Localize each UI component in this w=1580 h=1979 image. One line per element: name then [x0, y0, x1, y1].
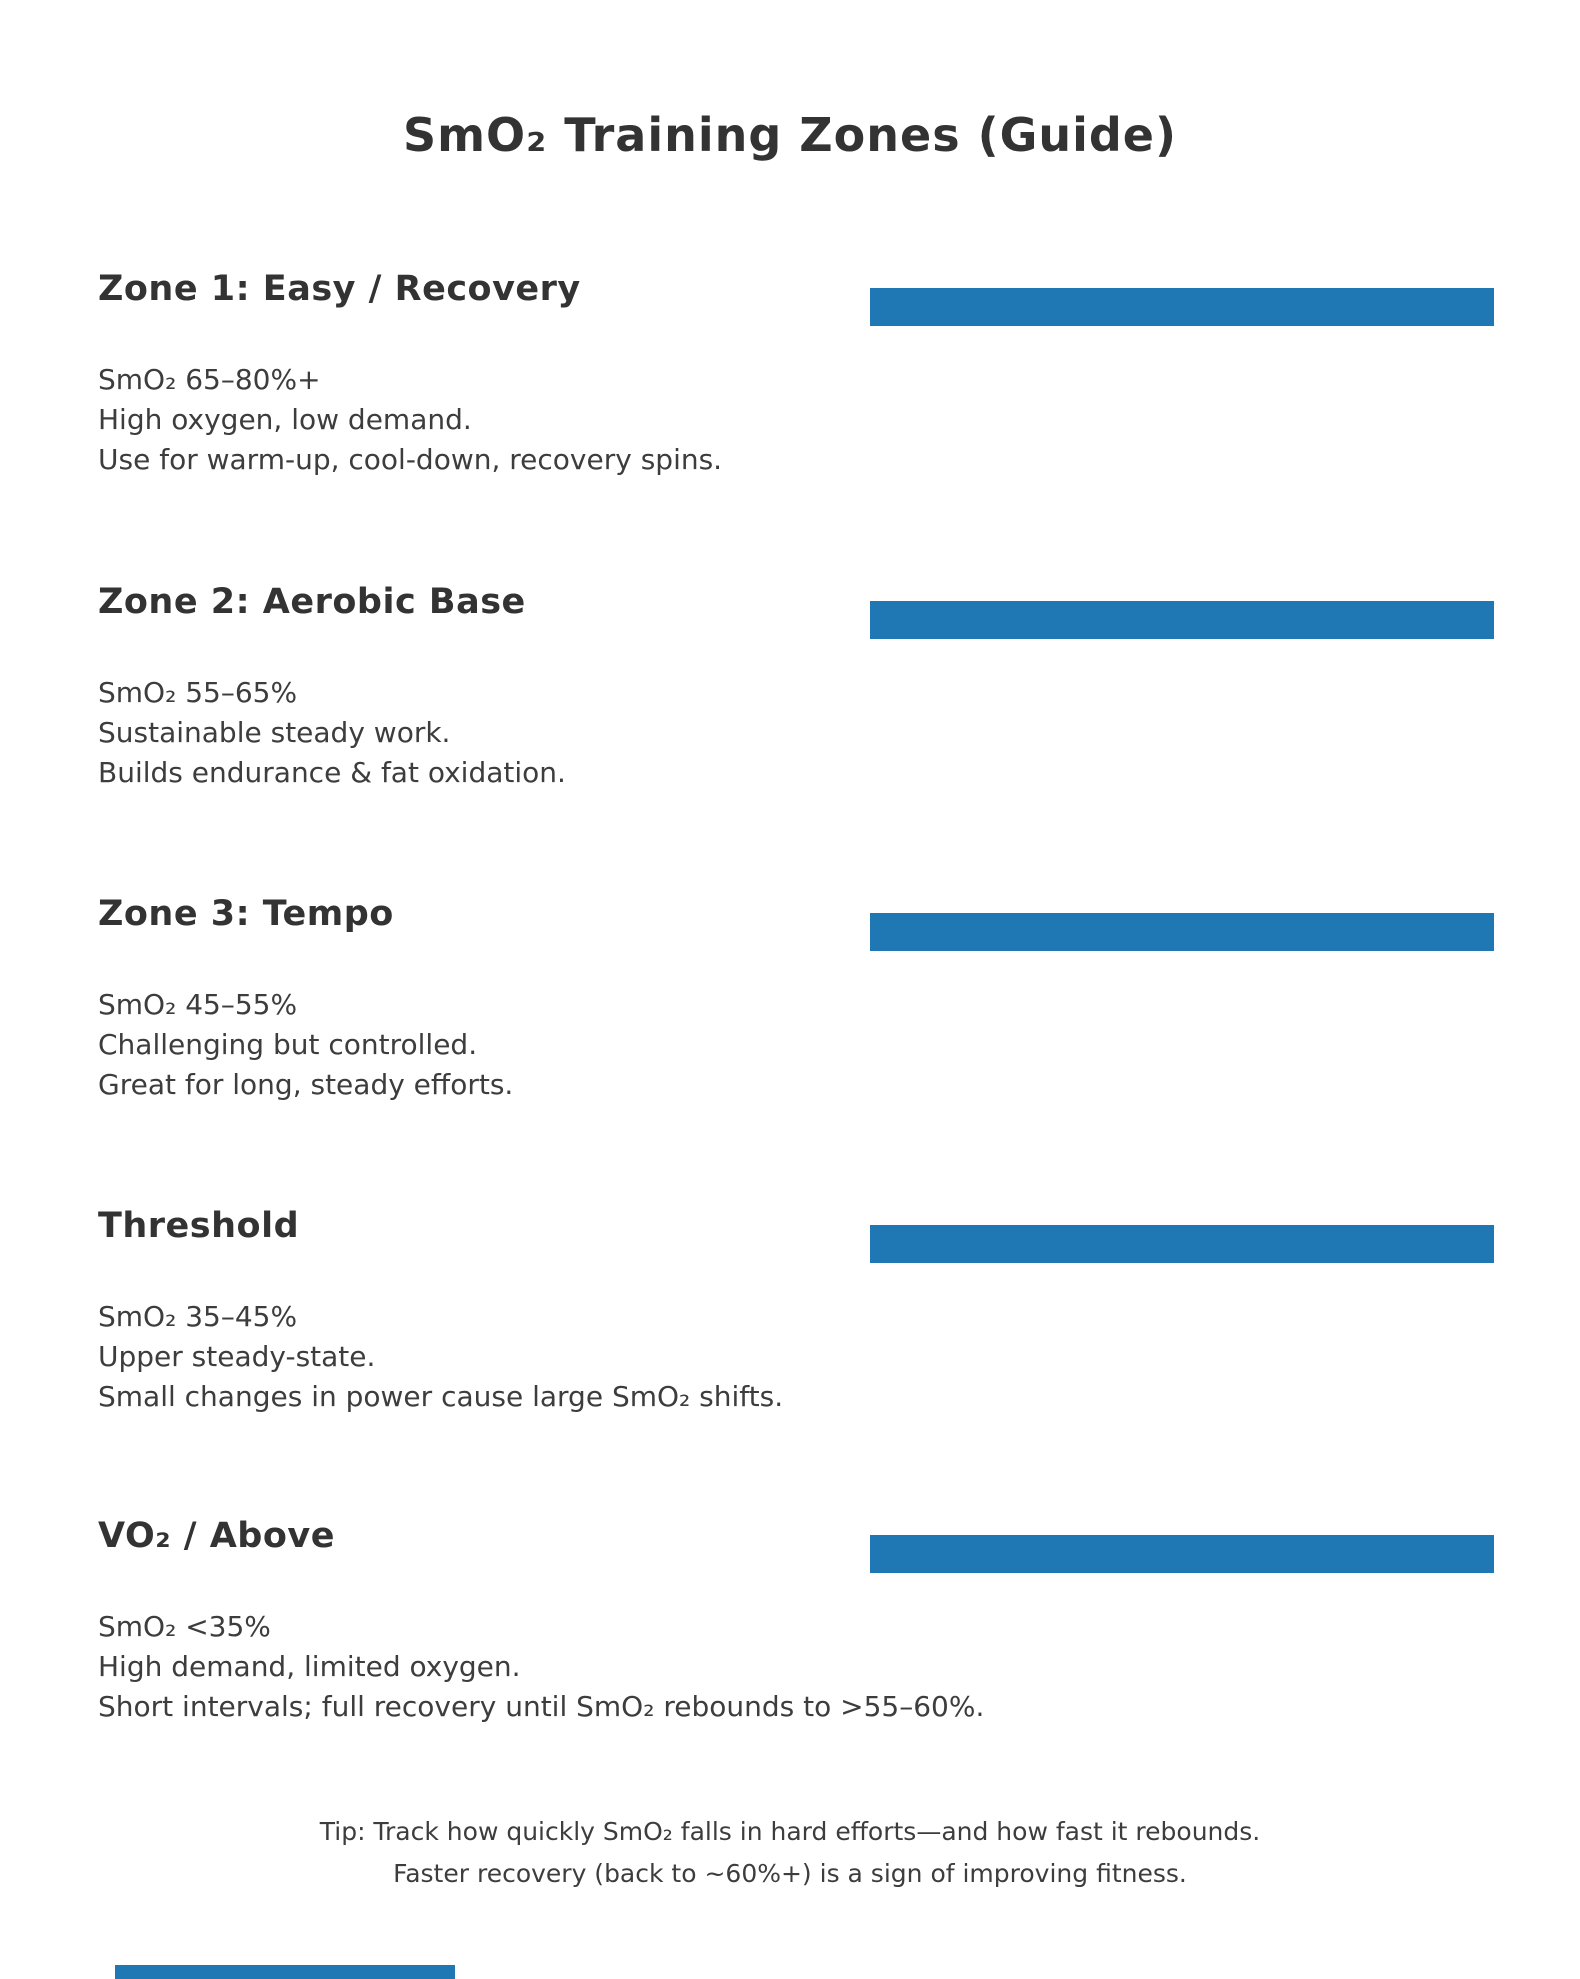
zone-3-range-line: SmO₂ 45–55%: [98, 988, 298, 1021]
threshold-usage-line: Small changes in power cause large SmO₂ …: [98, 1380, 784, 1413]
vo2-description: SmO₂ <35% High demand, limited oxygen. S…: [98, 1607, 984, 1727]
threshold-heading: Threshold: [98, 1206, 300, 1246]
tip-line-2: Faster recovery (back to ~60%+) is a sig…: [393, 1859, 1187, 1888]
threshold-desc-line: Upper steady-state.: [98, 1340, 376, 1373]
vo2-desc-line: High demand, limited oxygen.: [98, 1650, 521, 1683]
zone-1-usage-line: Use for warm-up, cool-down, recovery spi…: [98, 443, 723, 476]
zone-2-accent-bar: [870, 601, 1494, 639]
footer-accent-bar: [115, 1965, 455, 1979]
zone-3-desc-line: Challenging but controlled.: [98, 1028, 478, 1061]
zone-1-heading: Zone 1: Easy / Recovery: [98, 269, 581, 309]
zone-2-range-line: SmO₂ 55–65%: [98, 676, 298, 709]
section-zone-2-aerobic-base: Zone 2: Aerobic Base SmO₂ 55–65% Sustain…: [0, 583, 1580, 883]
zone-1-accent-bar: [870, 288, 1494, 326]
section-threshold: Threshold SmO₂ 35–45% Upper steady-state…: [0, 1207, 1580, 1507]
tip-note: Tip: Track how quickly SmO₂ falls in har…: [0, 1811, 1580, 1895]
zone-3-usage-line: Great for long, steady efforts.: [98, 1068, 514, 1101]
zone-3-accent-bar: [870, 913, 1494, 951]
threshold-range-line: SmO₂ 35–45%: [98, 1300, 298, 1333]
zone-2-desc-line: Sustainable steady work.: [98, 716, 451, 749]
zone-2-heading: Zone 2: Aerobic Base: [98, 582, 526, 622]
tip-line-1: Tip: Track how quickly SmO₂ falls in har…: [319, 1817, 1261, 1846]
zone-1-description: SmO₂ 65–80%+ High oxygen, low demand. Us…: [98, 360, 722, 480]
zone-1-desc-line: High oxygen, low demand.: [98, 403, 472, 436]
vo2-accent-bar: [870, 1535, 1494, 1573]
zone-2-usage-line: Builds endurance & fat oxidation.: [98, 756, 566, 789]
threshold-description: SmO₂ 35–45% Upper steady-state. Small ch…: [98, 1297, 783, 1417]
section-zone-1-easy-recovery: Zone 1: Easy / Recovery SmO₂ 65–80%+ Hig…: [0, 270, 1580, 570]
vo2-heading: VO₂ / Above: [98, 1516, 335, 1556]
section-vo2-above: VO₂ / Above SmO₂ <35% High demand, limit…: [0, 1517, 1580, 1817]
threshold-accent-bar: [870, 1225, 1494, 1263]
zone-3-heading: Zone 3: Tempo: [98, 894, 394, 934]
vo2-usage-line: Short intervals; full recovery until SmO…: [98, 1690, 985, 1723]
section-zone-3-tempo: Zone 3: Tempo SmO₂ 45–55% Challenging bu…: [0, 895, 1580, 1195]
vo2-range-line: SmO₂ <35%: [98, 1610, 271, 1643]
page-title: SmO₂ Training Zones (Guide): [402, 107, 1178, 162]
zone-2-description: SmO₂ 55–65% Sustainable steady work. Bui…: [98, 673, 566, 793]
zone-3-description: SmO₂ 45–55% Challenging but controlled. …: [98, 985, 513, 1105]
zone-1-range-line: SmO₂ 65–80%+: [98, 363, 321, 396]
